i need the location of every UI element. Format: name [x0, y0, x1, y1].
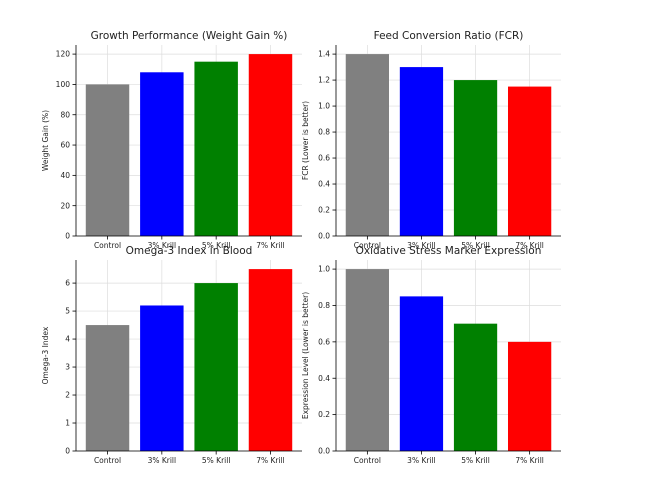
y-tick-label: 1: [65, 419, 70, 428]
bar-3-krill: [140, 305, 184, 451]
x-tick-label: 5% Krill: [202, 456, 231, 465]
y-tick-label: 40: [60, 171, 70, 180]
x-tick-label: 7% Krill: [256, 456, 285, 465]
x-tick-label: 5% Krill: [461, 241, 490, 250]
bar-5-krill: [453, 80, 498, 236]
y-axis-label: FCR (Lower is better): [301, 101, 310, 180]
x-tick-label: Control: [94, 456, 121, 465]
y-tick-label: 3: [65, 363, 70, 372]
chart-title: Omega-3 Index in Blood: [126, 245, 253, 257]
x-tick-label: 7% Krill: [515, 241, 544, 250]
chart-title: Oxidative Stress Marker Expression: [356, 245, 542, 257]
x-tick-label: 3% Krill: [148, 456, 177, 465]
bar-5-krill: [194, 283, 238, 451]
y-tick-label: 0.0: [318, 447, 330, 456]
y-tick-label: 5: [65, 307, 70, 316]
y-tick-label: 60: [60, 141, 70, 150]
bar-3-krill: [399, 296, 444, 451]
y-tick-label: 6: [65, 279, 70, 288]
y-tick-label: 0: [65, 232, 70, 241]
y-tick-label: 0.4: [318, 374, 330, 383]
bar-5-krill: [453, 323, 498, 451]
y-tick-label: 0.6: [318, 337, 330, 346]
x-tick-label: 5% Krill: [461, 456, 490, 465]
y-tick-label: 120: [56, 50, 71, 59]
x-tick-label: Control: [354, 241, 381, 250]
y-tick-label: 100: [56, 80, 71, 89]
y-tick-label: 0.2: [318, 410, 330, 419]
bar-7-krill: [507, 86, 552, 236]
y-tick-label: 0.2: [318, 206, 330, 215]
y-tick-label: 1.0: [318, 265, 330, 274]
y-tick-label: 1.4: [318, 50, 330, 59]
y-tick-label: 0.8: [318, 301, 330, 310]
x-tick-label: 3% Krill: [407, 241, 436, 250]
x-tick-label: 7% Krill: [515, 456, 544, 465]
x-tick-label: Control: [354, 456, 381, 465]
chart-panel-2: 0.0 0.2 0.4 0.6 0.8 1.0 1.2 1.4 Control 3% Krill 5…: [301, 30, 561, 250]
y-axis-label: Weight Gain (%): [41, 110, 50, 171]
y-tick-label: 20: [60, 201, 70, 210]
bar-3-krill: [399, 67, 444, 236]
x-tick-label: 3% Krill: [407, 456, 436, 465]
y-tick-label: 0.6: [318, 154, 330, 163]
x-tick-label: Control: [94, 241, 121, 250]
y-tick-label: 4: [65, 335, 70, 344]
y-tick-label: 1.0: [318, 102, 330, 111]
y-tick-label: 80: [60, 110, 70, 119]
x-tick-label: 7% Krill: [256, 241, 285, 250]
y-tick-label: 0: [65, 447, 70, 456]
chart-panel-4: 0.0 0.2 0.4 0.6 0.8 1.0 Control 3% Krill 5% Kril…: [301, 245, 561, 465]
y-tick-label: 0.0: [318, 232, 330, 241]
bar-7-krill: [248, 54, 293, 236]
y-tick-label: 1.2: [318, 76, 330, 85]
y-axis-label: Omega-3 Index: [41, 326, 50, 384]
chart-title: Feed Conversion Ratio (FCR): [374, 30, 524, 42]
bar-5-krill: [194, 61, 238, 236]
y-tick-label: 2: [65, 391, 70, 400]
bar-control: [85, 325, 130, 451]
x-tick-label: 3% Krill: [148, 241, 177, 250]
bar-7-krill: [507, 341, 552, 451]
bar-control: [345, 54, 390, 236]
x-tick-label: 5% Krill: [202, 241, 231, 250]
y-tick-label: 0.4: [318, 180, 330, 189]
y-axis-label: Expression Level (Lower is better): [301, 292, 310, 419]
chart-panel-3: 0 1 2 3 4 5 6 Control 3% Krill 5% Krill 7% Krill Om…: [41, 245, 302, 465]
chart-panel-1: 0 20 40 60 80 100 120 Control 3% Krill 5% Krill 7%…: [41, 30, 302, 250]
bar-control: [345, 269, 390, 451]
bar-7-krill: [248, 269, 293, 451]
chart-title: Growth Performance (Weight Gain %): [91, 30, 288, 42]
bar-3-krill: [140, 72, 184, 237]
y-tick-label: 0.8: [318, 128, 330, 137]
bar-control: [85, 84, 130, 237]
